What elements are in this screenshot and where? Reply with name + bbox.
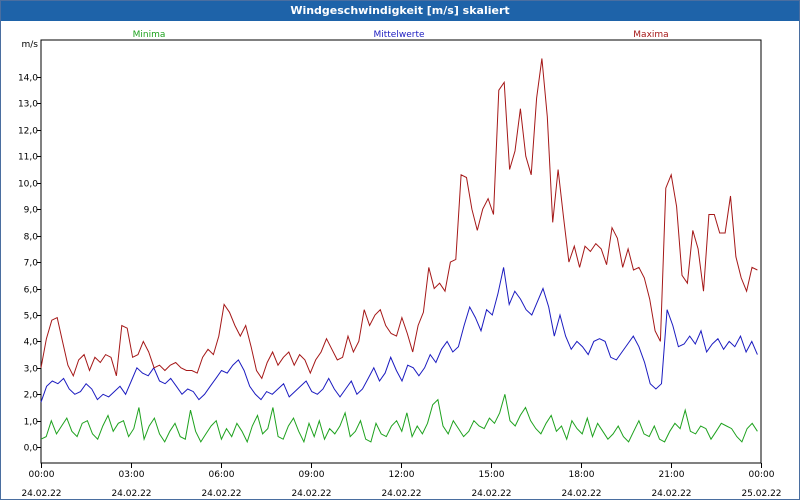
y-axis-label: m/s — [22, 40, 39, 50]
y-tick-label: 6,0 — [24, 286, 39, 296]
series-lines — [40, 58, 758, 444]
y-tick-label: 5,0 — [24, 312, 39, 322]
x-tick-label-time: 06:00 — [209, 470, 235, 480]
y-tick-label: 1,0 — [24, 418, 39, 428]
y-tick-label: 11,0 — [18, 153, 38, 163]
x-tick-label-date: 24.02.22 — [651, 489, 691, 499]
series-line-maxima — [40, 58, 758, 380]
window-title: Windgeschwindigkeit [m/s] skaliert — [1, 1, 799, 21]
y-tick-label: 3,0 — [24, 365, 39, 375]
x-tick-label-date: 24.02.22 — [471, 489, 511, 499]
x-tick-label-date: 24.02.22 — [291, 489, 331, 499]
labels: 0,0 1,0 2,0 3,0 4,0 5,0 6,0 7,0 8,0 9,0 10,0 11,0 12… — [18, 30, 782, 499]
legend-maxima: Maxima — [633, 30, 668, 40]
y-tick-label: 14,0 — [18, 74, 38, 84]
y-tick-label: 2,0 — [24, 391, 39, 401]
y-tick-label: 0,0 — [24, 444, 39, 454]
plot-area — [40, 39, 762, 464]
x-tick-label-date: 24.02.22 — [201, 489, 241, 499]
x-tick-label-time: 18:00 — [569, 470, 595, 480]
x-tick-label-time: 03:00 — [119, 470, 145, 480]
x-tick-label-date: 24.02.22 — [561, 489, 601, 499]
wind-speed-chart: 0,0 1,0 2,0 3,0 4,0 5,0 6,0 7,0 8,0 9,0 10,0 11,0 12… — [18, 30, 782, 499]
legend-mittelwerte: Mittelwerte — [373, 30, 424, 40]
y-tick-label: 8,0 — [24, 233, 39, 243]
x-tick-label-time: 00:00 — [749, 470, 775, 480]
y-tick-label: 4,0 — [24, 338, 39, 348]
y-tick-label: 12,0 — [18, 127, 38, 137]
x-tick-label-time: 12:00 — [389, 470, 415, 480]
y-tick-label: 9,0 — [24, 206, 39, 216]
x-tick-label-time: 15:00 — [479, 470, 505, 480]
series-line-mittelwerte — [40, 267, 758, 403]
y-tick-label: 13,0 — [18, 100, 38, 110]
x-tick-label-date: 24.02.22 — [21, 489, 61, 499]
x-tick-label-time: 21:00 — [659, 470, 685, 480]
series-line-minima — [40, 394, 758, 444]
legend-minima: Minima — [133, 30, 166, 40]
x-tick-label-date: 25.02.22 — [741, 489, 781, 499]
axes — [37, 39, 762, 468]
x-tick-label-time: 09:00 — [299, 470, 325, 480]
x-tick-label-date: 24.02.22 — [111, 489, 151, 499]
x-tick-label-time: 00:00 — [29, 470, 55, 480]
y-tick-label: 7,0 — [24, 259, 39, 269]
y-tick-label: 10,0 — [18, 180, 38, 190]
x-tick-label-date: 24.02.22 — [381, 489, 421, 499]
